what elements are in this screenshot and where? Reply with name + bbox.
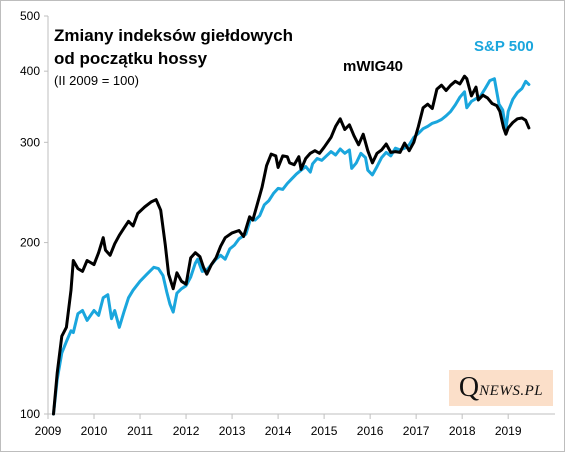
series-line-s-p-500: [52, 77, 531, 416]
series-line-mwig40: [52, 74, 531, 416]
logo-text: NEWS.PL: [479, 382, 544, 399]
x-tick-label: 2012: [173, 424, 200, 438]
y-tick-label: 100: [20, 407, 40, 421]
series-label-mwig40: mWIG40: [343, 58, 404, 75]
x-tick-label: 2019: [495, 424, 522, 438]
x-tick-label: 2013: [219, 424, 246, 438]
x-tick-label: 2016: [357, 424, 384, 438]
y-tick-label: 500: [20, 9, 40, 23]
x-tick-label: 2014: [265, 424, 292, 438]
chart-subtitle: (II 2009 = 100): [54, 73, 139, 88]
y-tick-label: 200: [20, 236, 40, 250]
x-tick-label: 2009: [35, 424, 62, 438]
x-tick-label: 2010: [81, 424, 108, 438]
series-label-sp500: S&P 500: [474, 38, 534, 55]
chart-title: Zmiany indeksów giełdowych od początku h…: [54, 26, 293, 68]
series-layer: [52, 74, 531, 416]
x-tick-label: 2015: [311, 424, 338, 438]
x-tick-label: 2011: [127, 424, 153, 438]
logo-letter: Q: [458, 372, 480, 403]
qnews-logo: Q NEWS.PL: [449, 370, 553, 406]
axes: 100 200 300 400 500 2009 2010 2011 2012 2013 2014 2…: [20, 9, 555, 438]
y-tick-label: 300: [20, 135, 40, 149]
x-tick-label: 2017: [403, 424, 430, 438]
x-tick-label: 2018: [449, 424, 476, 438]
y-tick-label: 400: [20, 64, 40, 78]
